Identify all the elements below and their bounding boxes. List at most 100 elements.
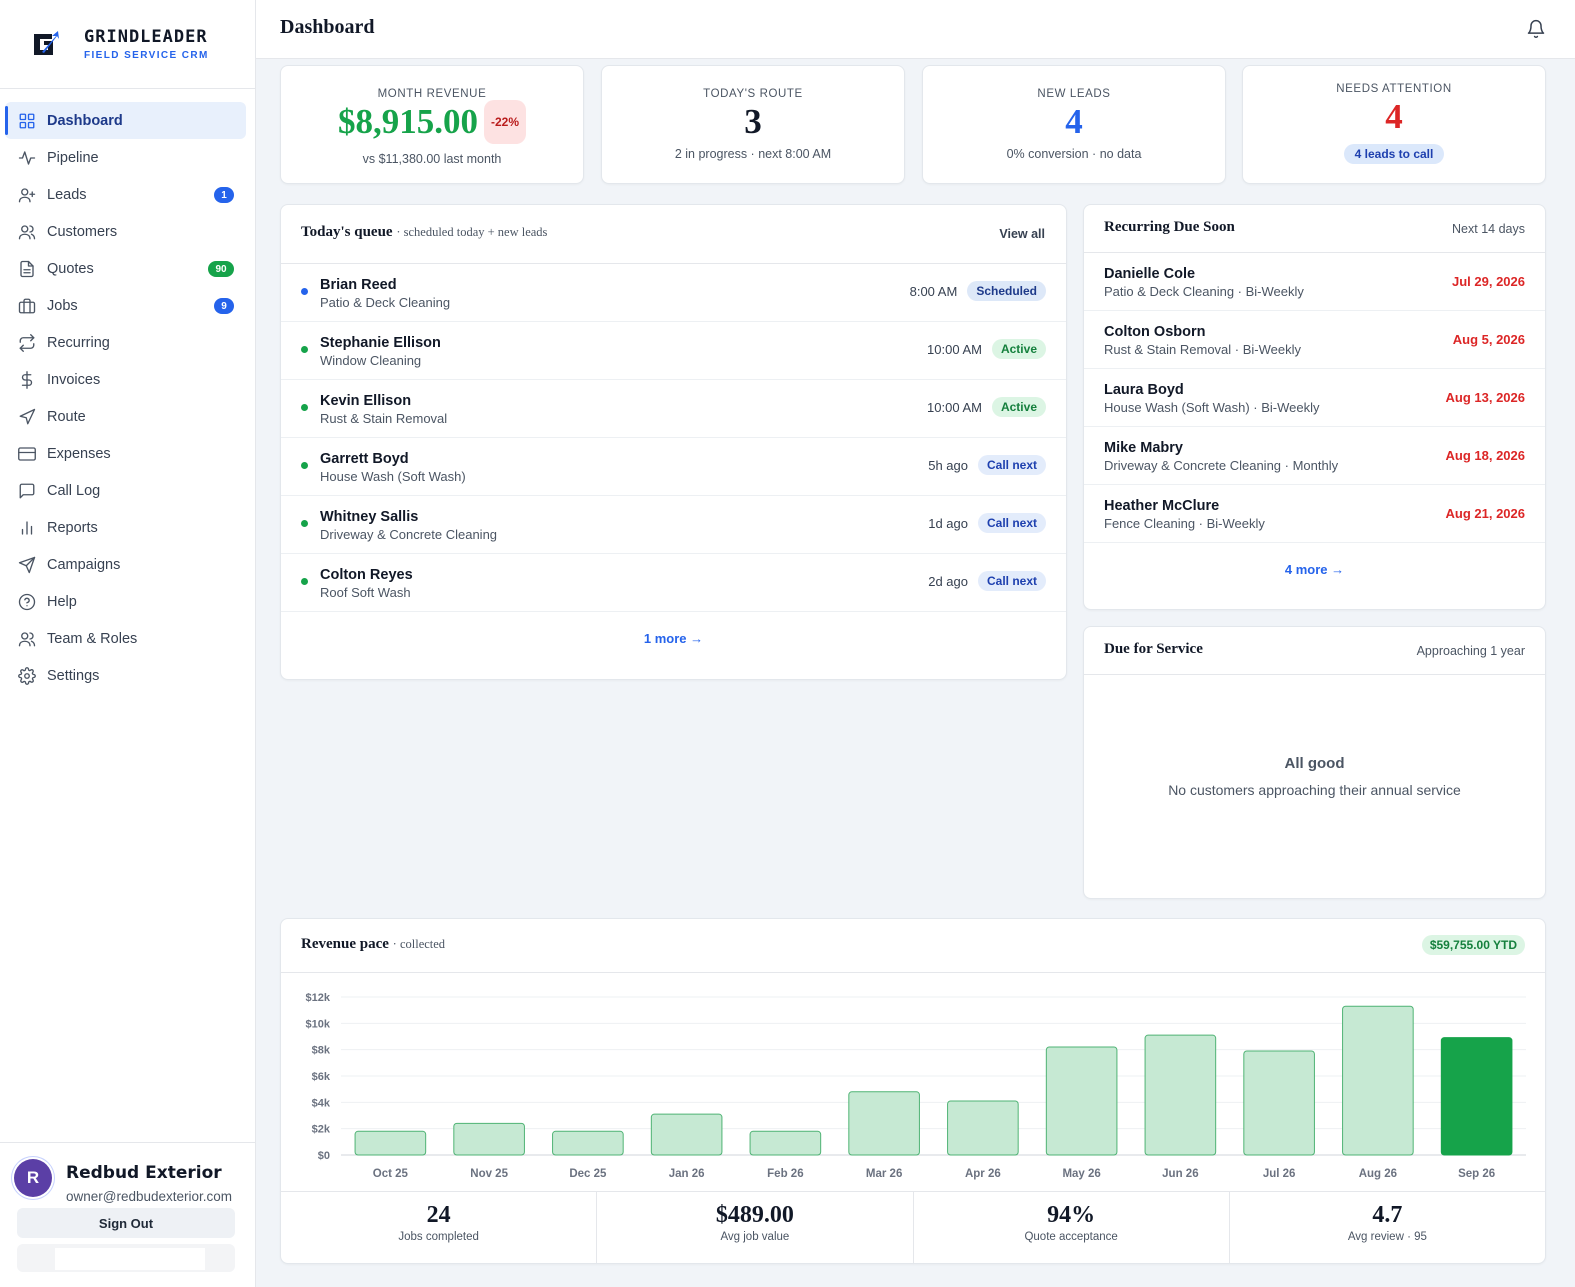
- help-circle-icon: [18, 593, 36, 610]
- sidebar-item-label: Leads: [47, 186, 87, 203]
- revenue-bar: [749, 1130, 822, 1156]
- queue-row[interactable]: Garrett Boyd House Wash (Soft Wash) 5h ago…: [281, 438, 1066, 496]
- summary-stat-jobs-completed: 24 Jobs completed: [281, 1192, 598, 1263]
- y-tick-label: $4k: [312, 1097, 331, 1109]
- status-dot: [301, 462, 308, 469]
- status-badge[interactable]: Active: [991, 339, 1046, 359]
- avatar[interactable]: R: [14, 1159, 52, 1197]
- sidebar-item-leads[interactable]: Leads 1: [5, 176, 246, 213]
- leads-to-call-badge[interactable]: 4 leads to call: [1343, 144, 1445, 164]
- users-icon: [18, 631, 36, 646]
- revenue-bar: [453, 1122, 525, 1156]
- sidebar-item-settings[interactable]: Settings: [5, 657, 246, 694]
- bar-chart-icon: [21, 520, 33, 535]
- service-name: Patio & Deck Cleaning · Bi-Weekly: [1104, 284, 1304, 299]
- sidebar-item-recurring[interactable]: Recurring: [5, 324, 246, 361]
- bell-icon[interactable]: [1526, 18, 1546, 40]
- sidebar-item-help[interactable]: Help: [5, 583, 246, 620]
- customer-name: Colton Reyes: [320, 567, 413, 583]
- sidebar-item-call-log[interactable]: Call Log: [5, 472, 246, 509]
- revenue-bar: [947, 1100, 1019, 1156]
- users-icon: [18, 224, 36, 239]
- card-title: Today's queue · scheduled today + new le…: [301, 224, 547, 241]
- brand[interactable]: GRINDLEADER FIELD SERVICE CRM: [0, 0, 255, 89]
- sidebar-item-label: Campaigns: [47, 556, 121, 573]
- recurring-row[interactable]: Heather McClure Fence Cleaning · Bi-Weekl…: [1084, 485, 1545, 543]
- queue-row[interactable]: Kevin Ellison Rust & Stain Removal 10:00 A…: [281, 380, 1066, 438]
- status-badge[interactable]: Active: [991, 397, 1046, 417]
- status-dot: [301, 346, 308, 353]
- status-badge[interactable]: Call next: [977, 455, 1046, 475]
- queue-more-link[interactable]: 1 more →: [643, 631, 704, 646]
- queue-list: Brian Reed Patio & Deck Cleaning 8:00 AM Sc…: [281, 264, 1066, 612]
- sidebar-item-dashboard[interactable]: Dashboard: [5, 102, 246, 139]
- stat-card-new-leads[interactable]: NEW LEADS 4 0% conversion · no data: [922, 65, 1226, 184]
- user-email: owner@redbudexterior.com: [66, 1189, 233, 1204]
- queue-row[interactable]: Colton Reyes Roof Soft Wash 2d ago Call nex…: [281, 554, 1066, 612]
- change-badge: -22%: [483, 99, 526, 144]
- recurring-row[interactable]: Danielle Cole Patio & Deck Cleaning · Bi-…: [1084, 253, 1545, 311]
- queue-time: 1d ago: [928, 515, 968, 531]
- queue-row[interactable]: Stephanie Ellison Window Cleaning 10:00 AM…: [281, 322, 1066, 380]
- sidebar-item-label: Route: [47, 408, 86, 425]
- logo-icon: [34, 31, 59, 55]
- sidebar-item-expenses[interactable]: Expenses: [5, 435, 246, 472]
- queue-row-meta: 10:00 AM Active: [927, 397, 1046, 417]
- sign-out-button[interactable]: Sign Out: [17, 1208, 235, 1238]
- sidebar-item-label: Expenses: [47, 445, 111, 462]
- file-text-icon: [20, 260, 34, 277]
- sidebar-item-campaigns[interactable]: Campaigns: [5, 546, 246, 583]
- revenue-bar: [1342, 1005, 1414, 1156]
- todays-queue-card: Today's queue · scheduled today + new le…: [280, 204, 1067, 680]
- sidebar-item-quotes[interactable]: Quotes 90: [5, 250, 246, 287]
- sidebar-item-reports[interactable]: Reports: [5, 509, 246, 546]
- recurring-row[interactable]: Mike Mabry Driveway & Concrete Cleaning ·…: [1084, 427, 1545, 485]
- y-tick-label: $12k: [306, 992, 331, 1004]
- sidebar-item-label: Jobs: [47, 297, 78, 314]
- customer-name: Kevin Ellison: [320, 393, 412, 409]
- stat-subtext: 0% conversion · no data: [1006, 147, 1142, 161]
- x-tick-label: Feb 26: [767, 1168, 803, 1180]
- summary-value: 24: [426, 1202, 451, 1228]
- summary-label: Avg review · 95: [1347, 1231, 1427, 1243]
- stat-card-needs-attention[interactable]: NEEDS ATTENTION 4 4 leads to call: [1242, 65, 1546, 184]
- sidebar-item-jobs[interactable]: Jobs 9: [5, 287, 246, 324]
- card-header: Recurring Due Soon Next 14 days: [1084, 205, 1545, 253]
- queue-row[interactable]: Whitney Sallis Driveway & Concrete Cleani…: [281, 496, 1066, 554]
- x-tick-label: Sep 26: [1458, 1168, 1495, 1180]
- stat-card-todays-route[interactable]: TODAY'S ROUTE 3 2 in progress · next 8:0…: [601, 65, 905, 184]
- recurring-row[interactable]: Laura Boyd House Wash (Soft Wash) · Bi-We…: [1084, 369, 1545, 427]
- queue-time: 10:00 AM: [927, 341, 982, 357]
- navigation-icon: [19, 408, 36, 424]
- message-icon: [19, 483, 35, 498]
- sidebar-item-label: Pipeline: [47, 149, 99, 166]
- queue-row-meta: 2d ago Call next: [928, 571, 1046, 591]
- sidebar-item-label: Team & Roles: [47, 630, 138, 647]
- status-badge[interactable]: Call next: [977, 571, 1046, 591]
- sidebar-item-customers[interactable]: Customers: [5, 213, 246, 250]
- status-badge[interactable]: Call next: [977, 513, 1046, 533]
- stat-label: MONTH REVENUE: [377, 88, 487, 100]
- stat-card-month-revenue[interactable]: MONTH REVENUE $8,915.00 -22% vs $11,380.0…: [280, 65, 584, 184]
- recurring-more-link[interactable]: 4 more →: [1284, 562, 1345, 577]
- summary-label: Quote acceptance: [1024, 1231, 1118, 1243]
- sidebar-item-label: Settings: [47, 667, 100, 684]
- status-badge[interactable]: Scheduled: [967, 281, 1046, 301]
- sidebar-item-route[interactable]: Route: [5, 398, 246, 435]
- sidebar-item-label: Quotes: [47, 260, 94, 277]
- card-header: Revenue pace · collected $59,755.00 YTD: [281, 919, 1545, 973]
- queue-row[interactable]: Brian Reed Patio & Deck Cleaning 8:00 AM Sc…: [281, 264, 1066, 322]
- revenue-bar: [1440, 1037, 1513, 1156]
- customer-name: Colton Osborn: [1104, 324, 1206, 340]
- summary-stat-quote-acceptance: 94% Quote acceptance: [914, 1192, 1230, 1263]
- recurring-row[interactable]: Colton Osborn Rust & Stain Removal · Bi-W…: [1084, 311, 1545, 369]
- sidebar-item-team-roles[interactable]: Team & Roles: [5, 620, 246, 657]
- sidebar-item-pipeline[interactable]: Pipeline: [5, 139, 246, 176]
- status-dot: [301, 520, 308, 527]
- view-all-link[interactable]: View all: [999, 227, 1045, 241]
- customer-name: Heather McClure: [1104, 498, 1220, 514]
- queue-row-meta: 8:00 AM Scheduled: [910, 281, 1046, 301]
- sidebar-item-invoices[interactable]: Invoices: [5, 361, 246, 398]
- credit-card-icon: [18, 446, 36, 461]
- revenue-bar: [650, 1113, 723, 1156]
